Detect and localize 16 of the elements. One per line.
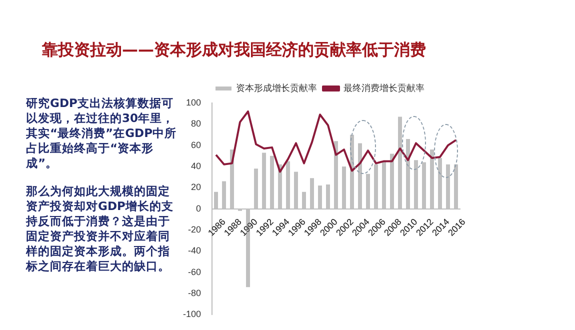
text: 那么为何如此大规模的固定资产投资却对GDP增长的支持反而低于消费？这是由于固定资产投资并不对应着同样的固定资本形成。两个指标之间存在着巨大的缺口。 (26, 184, 174, 274)
y-tick-label: 20 (191, 182, 202, 192)
y-tick-label: -20 (188, 224, 202, 234)
y-tick-label: -40 (188, 246, 202, 256)
y-tick-label: 60 (191, 140, 202, 150)
text: 研究GDP支出法核算数据可以发现，在过往的30年里，其实“最终消费”在GDP中所占比重始终高于“资本形成”。 (26, 96, 178, 171)
y-tick-label: 0 (196, 203, 202, 214)
legend-label: 资本形成增长贡献率 (236, 82, 317, 93)
y-tick-label: -60 (188, 266, 202, 277)
y-tick-label: 80 (191, 118, 202, 129)
y-tick-label: -80 (188, 288, 202, 298)
y-tick-label: 40 (191, 160, 202, 171)
legend-label: 最终消费增长贡献率 (344, 82, 424, 93)
chart-title: 靠投资拉动——资本形成对我国经济的贡献率低于消费 (42, 40, 426, 61)
y-tick-label: -100 (183, 309, 202, 320)
y-tick-label: 100 (186, 97, 202, 108)
